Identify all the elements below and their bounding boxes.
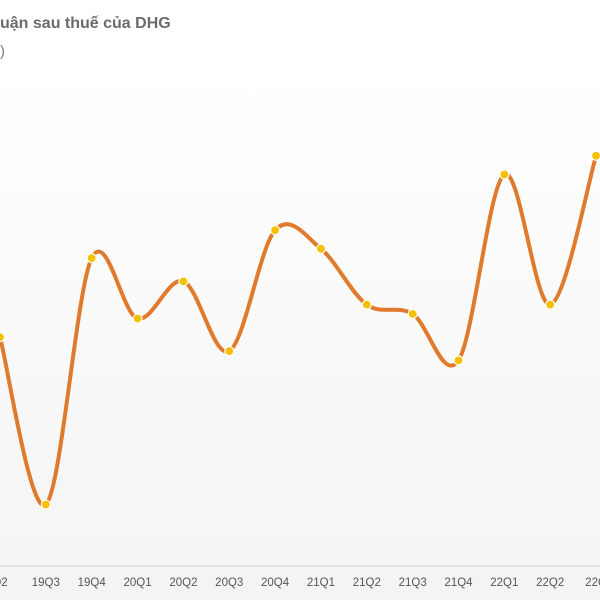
chart-subtitle: )	[0, 43, 5, 60]
x-tick-label: 21Q4	[444, 577, 473, 589]
x-tick-label: 21Q1	[307, 577, 335, 589]
data-point-19Q3	[40, 499, 51, 510]
data-point-20Q4	[270, 225, 281, 236]
chart-title: uận sau thuế của DHG	[0, 15, 171, 32]
data-point-22Q1	[499, 169, 510, 180]
x-tick-label: 22Q2	[536, 577, 564, 589]
x-tick-label: 21Q2	[353, 577, 381, 589]
x-tick-label: 19Q3	[32, 577, 60, 589]
x-tick-label: 20Q1	[123, 577, 151, 589]
x-tick-label: 20Q4	[261, 577, 290, 589]
x-tick-label: 20Q3	[215, 577, 243, 589]
x-tick-label: 19Q4	[78, 577, 107, 589]
data-point-22Q2	[545, 299, 556, 310]
data-point-Q2	[0, 332, 6, 343]
data-point-21Q4	[453, 355, 464, 366]
data-point-21Q3	[407, 308, 418, 319]
data-point-21Q1	[315, 243, 327, 254]
data-point-20Q1	[132, 313, 143, 324]
series-line	[0, 153, 599, 508]
x-tick-label: 22Q	[585, 577, 600, 589]
data-point-19Q4	[86, 253, 97, 264]
data-point-21Q2	[361, 299, 372, 310]
data-point-22Q	[590, 150, 600, 161]
x-tick-label: 20Q2	[169, 577, 197, 589]
data-point-20Q2	[178, 276, 189, 287]
x-tick-label: 21Q3	[399, 577, 427, 589]
x-tick-label: 22Q1	[490, 577, 518, 589]
data-point-20Q3	[224, 346, 235, 357]
x-tick-label: Q2	[0, 577, 8, 589]
